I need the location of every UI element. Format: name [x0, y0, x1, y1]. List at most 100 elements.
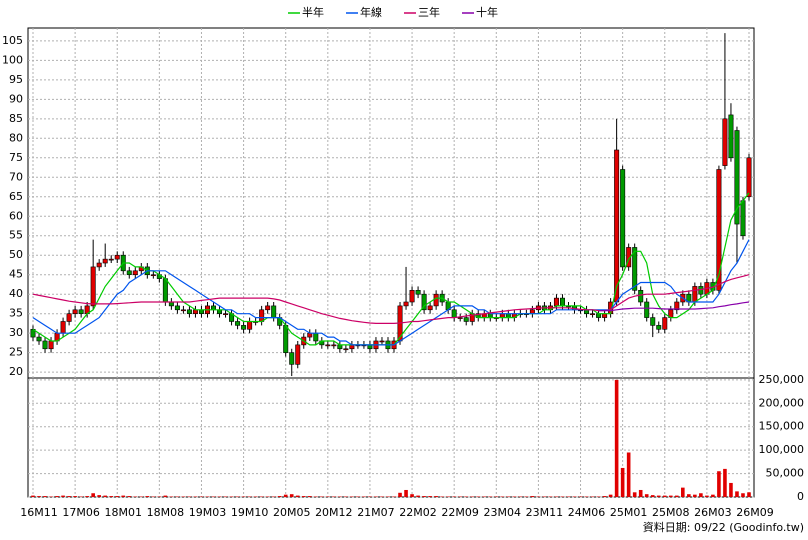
volume-bar: [422, 496, 426, 497]
volume-bar: [626, 452, 631, 497]
candle-body: [620, 169, 626, 268]
y-tick-label: 70: [9, 170, 23, 183]
candle-body: [72, 309, 78, 314]
candle-body: [632, 247, 638, 291]
candle-body: [90, 266, 96, 307]
volume-bar: [687, 494, 691, 497]
volume-bar: [723, 468, 727, 497]
y-tick-label: 100: [2, 53, 23, 66]
volume-bar: [109, 496, 114, 497]
candle-body: [265, 305, 271, 311]
volume-bar: [283, 494, 288, 497]
candle-body: [674, 301, 680, 311]
candle-body: [457, 317, 463, 319]
y-tick-label: 75: [9, 151, 23, 164]
candle-body: [650, 317, 656, 326]
volume-bar: [614, 379, 619, 497]
volume-bar: [301, 496, 306, 497]
candle-body: [553, 297, 559, 307]
volume-bar: [127, 496, 132, 497]
volume-bar: [428, 496, 432, 497]
y-tick-label: 20: [9, 365, 23, 378]
candle-body: [559, 297, 565, 307]
volume-bar: [729, 482, 733, 497]
candle-body: [421, 293, 427, 311]
x-tick-label: 23M04: [484, 506, 522, 519]
candle-body: [722, 118, 728, 166]
candle-body: [180, 309, 186, 312]
volume-bar: [735, 491, 739, 497]
ma-line: [32, 239, 750, 346]
y-tick-label: 35: [9, 307, 23, 320]
candle-body: [692, 286, 698, 303]
y-tick-label: 95: [9, 73, 23, 86]
y-tick-label: 60: [9, 209, 23, 222]
x-tick-label: 25M01: [610, 506, 648, 519]
x-tick-label: 18M08: [147, 506, 185, 519]
y-tick-label: 50: [9, 248, 23, 261]
volume-bar: [85, 496, 89, 497]
x-tick-label: 24M06: [568, 506, 606, 519]
candle-body: [271, 305, 277, 318]
x-tick-label: 23M11: [526, 506, 564, 519]
volume-bar: [711, 494, 715, 497]
candle-body: [415, 290, 421, 295]
volume-bar: [656, 495, 661, 497]
y-tick-label: 80: [9, 131, 23, 144]
y2-tick-label: 50,000: [766, 467, 805, 480]
volume-bar: [620, 467, 625, 497]
candle-body: [174, 305, 180, 311]
volume-bar: [145, 496, 150, 497]
volume-bar: [277, 496, 282, 497]
x-tick-label: 21M07: [357, 506, 395, 519]
volume-bar: [37, 496, 41, 497]
candle-body: [186, 309, 192, 314]
volume-bar: [650, 495, 655, 497]
candle-body: [463, 317, 469, 322]
x-tick-label: 22M09: [441, 506, 479, 519]
y-tick-label: 25: [9, 346, 23, 359]
candle-body: [734, 130, 740, 225]
volume-bar: [97, 495, 101, 497]
candle-body: [427, 305, 433, 311]
volume-bar: [91, 493, 95, 497]
y2-tick-label: 200,000: [759, 396, 805, 409]
volume-bar: [608, 494, 613, 497]
volume-bar: [404, 489, 408, 497]
candle-body: [433, 293, 439, 307]
volume-bar: [632, 492, 637, 497]
candle-body: [656, 325, 662, 330]
candle-body: [96, 262, 102, 268]
candle-body: [48, 340, 54, 350]
y-tick-label: 55: [9, 229, 23, 242]
candle-body: [60, 321, 66, 334]
legend-label: 年線: [360, 5, 382, 19]
candle-body: [66, 313, 72, 322]
x-tick-label: 26M03: [694, 506, 732, 519]
candle-body: [325, 344, 331, 347]
x-tick-label: 19M10: [231, 506, 269, 519]
ma-line: [598, 301, 750, 312]
candle-body: [108, 258, 114, 261]
candle-body: [114, 254, 120, 260]
candle-body: [614, 149, 620, 303]
y-tick-label: 90: [9, 92, 23, 105]
x-tick-label: 19M03: [189, 506, 227, 519]
candle-body: [409, 290, 415, 303]
candle-body: [162, 278, 168, 303]
candle-body: [379, 340, 385, 343]
y2-tick-label: 100,000: [759, 443, 805, 456]
candle-body: [259, 309, 265, 322]
candle-body: [331, 344, 337, 347]
x-tick-label: 20M12: [315, 506, 353, 519]
candle-body: [241, 325, 247, 330]
x-tick-label: 25M08: [652, 506, 690, 519]
candle-body: [36, 336, 42, 342]
y-tick-label: 105: [2, 34, 23, 47]
volume-bar: [121, 495, 126, 497]
volume-bar: [416, 495, 420, 497]
candle-body: [289, 352, 295, 365]
volume-bar: [741, 493, 745, 497]
volume-bar: [295, 495, 300, 497]
